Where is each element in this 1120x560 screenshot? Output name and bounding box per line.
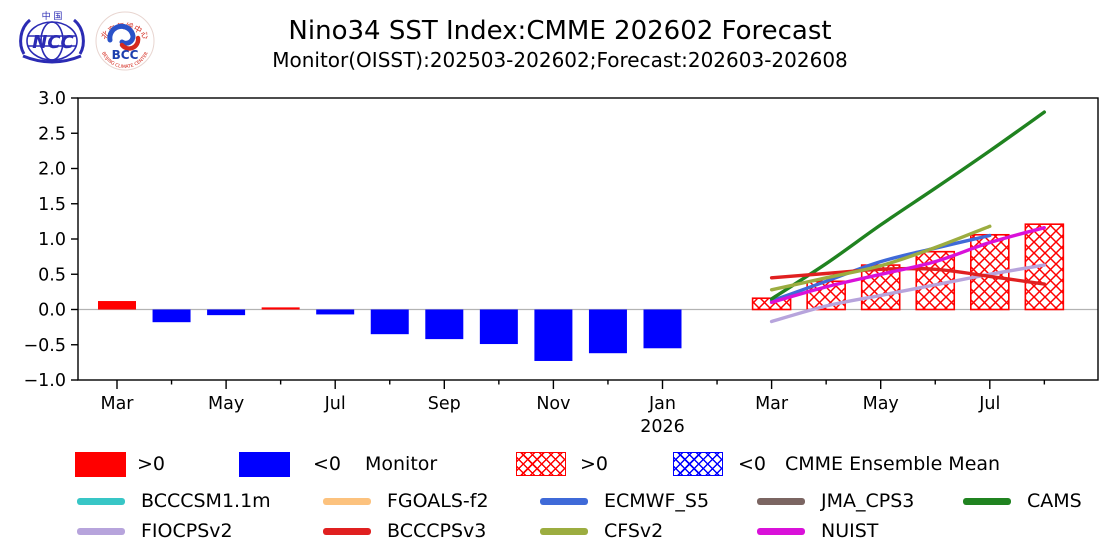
y-tick-label: 0.0 <box>38 301 66 321</box>
plot-border <box>77 97 1099 381</box>
y-tick-label: 2.5 <box>38 124 66 144</box>
legend-swatch-ensemble-positive <box>516 452 566 476</box>
legend-label-ensemble-group: CMME Ensemble Mean <box>785 453 1001 475</box>
y-tick-label: −0.5 <box>24 336 67 356</box>
x-tick-label: May <box>208 394 244 414</box>
y-tick-label: 1.5 <box>38 195 66 215</box>
legend-swatch-bcccps <box>323 528 371 535</box>
legend-swatch-ensemble-negative <box>673 452 723 476</box>
x-tick-label: Jul <box>978 394 1000 414</box>
bcc-swirl-icon <box>107 23 141 51</box>
legend-label-bcccps: BCCCPSv3 <box>387 520 487 542</box>
forecast-bars <box>751 223 1065 311</box>
y-axis: 3.0 2.5 2.0 1.5 1.0 0.5 0.0 −0.5 −1.0 <box>24 89 78 391</box>
monitor-bar <box>588 309 627 354</box>
y-tick-label: −1.0 <box>24 371 67 391</box>
legend-label-monitor-negative: <0 <box>313 453 342 475</box>
model-line-CFSv2 <box>769 224 992 292</box>
model-lines <box>769 110 1046 324</box>
monitor-bar <box>643 309 682 349</box>
legend-label-ensemble-negative: <0 <box>738 453 767 475</box>
monitor-bar <box>479 309 518 345</box>
legend-label-jma: JMA_CPS3 <box>821 490 915 512</box>
legend-swatch-monitor-negative <box>239 452 290 477</box>
legend-swatch-cfsv2 <box>540 528 588 535</box>
model-line-CAMS <box>769 110 1046 301</box>
y-tick-label: 3.0 <box>38 89 66 109</box>
monitor-bar <box>98 301 136 310</box>
model-line-FIOCPSv2 <box>769 263 1046 324</box>
monitor-bar <box>152 309 191 323</box>
x-tick-label: Jul <box>324 394 346 414</box>
legend-label-monitor-positive: >0 <box>137 453 166 475</box>
legend-label-fgoals: FGOALS-f2 <box>387 490 489 512</box>
y-tick-label: 1.0 <box>38 230 66 250</box>
legend-label-cams: CAMS <box>1027 490 1082 512</box>
model-line-NUIST <box>769 226 1046 305</box>
x-tick-label: Mar <box>100 394 134 414</box>
chart-subtitle: Monitor(OISST):202503-202602;Forecast:20… <box>272 48 848 72</box>
ncc-top-text: 中 国 <box>42 10 63 22</box>
legend-swatch-nuist <box>757 528 805 535</box>
legend-swatch-monitor-positive <box>75 452 126 477</box>
legend-swatch-fiocps <box>77 528 125 535</box>
y-tick-label: 2.0 <box>38 160 66 180</box>
x-tick-label: Sep <box>428 394 461 414</box>
legend-swatch-jma <box>757 498 805 505</box>
legend-label-cfsv2: CFSv2 <box>604 520 664 542</box>
ncc-logo: 中 国 NCC <box>19 10 85 64</box>
ncc-globe-icon <box>19 18 85 64</box>
x-tick-label: Mar <box>755 394 789 414</box>
legend-label-ecmwf: ECMWF_S5 <box>604 490 710 512</box>
legend-swatch-fgoals <box>323 498 371 505</box>
legend-swatch-ecmwf <box>540 498 588 505</box>
monitor-bar <box>425 309 464 340</box>
monitor-bar <box>261 307 300 310</box>
x-year-label: 2026 <box>640 417 685 437</box>
monitor-bar <box>207 309 246 316</box>
ncc-label: NCC <box>32 32 74 53</box>
y-tick-label: 0.5 <box>38 265 66 285</box>
x-axis: Mar May Jul Sep Nov Jan Mar May Jul 2026 <box>100 380 1046 437</box>
nino34-sst-chart: 3.0 2.5 2.0 1.5 1.0 0.5 0.0 −0.5 −1.0 Mar May Jul Se… <box>24 89 1099 437</box>
bcc-logo: 北京气候中心 BEIJING CLIMATE CENTER BCC <box>95 11 155 71</box>
legend-label-bcccsm: BCCCSM1.1m <box>141 490 271 512</box>
legend-label-fiocps: FIOCPSv2 <box>141 520 233 542</box>
legend-swatch-bcccsm <box>77 498 125 505</box>
x-tick-label: Nov <box>536 394 570 414</box>
monitor-bar <box>534 309 573 361</box>
monitor-bar <box>316 309 355 315</box>
legend-label-nuist: NUIST <box>821 520 879 542</box>
legend-label-ensemble-positive: >0 <box>580 453 609 475</box>
chart-title: Nino34 SST Index:CMME 202602 Forecast <box>288 16 832 46</box>
legend-swatch-cams <box>963 498 1011 505</box>
bcc-label: BCC <box>112 48 139 62</box>
monitor-bar <box>370 309 409 335</box>
x-tick-label: Jan <box>648 394 676 414</box>
legend-label-monitor-group: Monitor <box>365 453 438 475</box>
x-tick-label: May <box>863 394 899 414</box>
monitor-bars <box>98 301 682 361</box>
model-line-ECMWF_S5 <box>769 233 992 303</box>
